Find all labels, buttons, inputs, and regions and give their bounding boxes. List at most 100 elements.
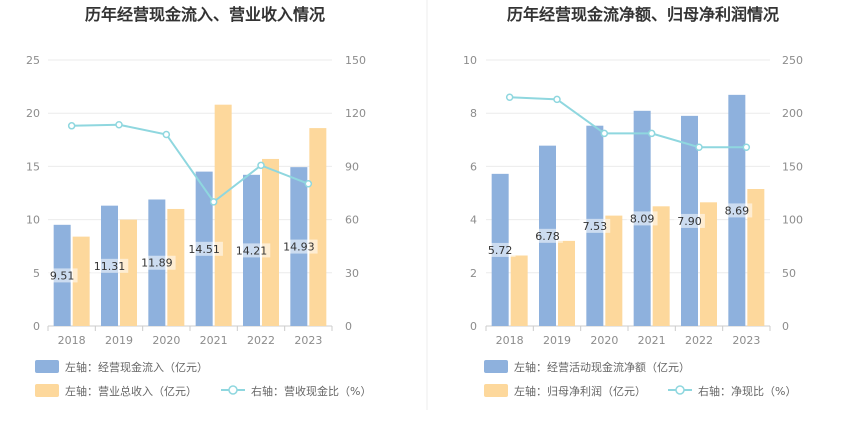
chart-1-title: 历年经营现金流入、营业收入情况 [85,5,325,24]
chart-1-legend-swatch-1 [35,360,59,373]
chart-2-legend-marker-3 [675,385,685,395]
chart-1-right-tick: 60 [345,214,359,227]
chart-2-right-tick: 0 [782,320,789,333]
chart-1-left-tick: 0 [33,320,40,333]
chart-2-data-label-bg [721,203,753,218]
chart-2-x-tick-label: 2019 [543,334,571,347]
chart-2-bar-series2 [700,202,717,326]
chart-2-line-point [742,143,751,151]
chart-2-line-series [509,96,747,149]
chart-2-x-tick-label: 2022 [685,334,713,347]
chart-2-data-label-bg [626,211,658,226]
chart-2-left-tick: 4 [470,214,477,227]
chart-1-legend-label-3: 右轴：营收现金比（%） [251,384,371,398]
chart-1-line-point [257,161,265,170]
chart-1-data-label: 14.93 [283,241,315,254]
chart-1-x-tick-label: 2018 [58,334,86,347]
chart-2-x-tick-label: 2021 [638,334,666,347]
chart-1-data-label-bg [46,268,78,283]
chart-2-left-tick: 0 [470,320,477,333]
chart-2-right-tick: 250 [782,54,803,67]
chart-1-data-label-bg [138,255,176,270]
chart-2-data-label-bg [579,218,611,233]
chart-1-data-label: 14.51 [188,243,220,256]
chart-1-data-label-bg [232,243,271,258]
chart-1-left-tick: 10 [26,214,40,227]
chart-1-bar-series2 [167,208,185,326]
chart-1-data-label: 11.89 [141,257,173,270]
chart-1-data-label-bg [90,258,129,273]
chart-1-right-tick: 0 [345,320,352,333]
chart-1-bar-series2 [214,104,232,326]
chart-2-data-label-bg [532,228,563,243]
chart-2-data-label: 8.09 [630,212,655,225]
chart-2-data-label: 6.78 [535,230,560,243]
chart-1-right-tick: 30 [345,267,359,280]
chart-2-data-label: 7.53 [583,220,608,233]
chart-2-line-point [600,129,609,138]
chart-1-line-point [209,198,218,206]
chart-1-left-tick: 25 [26,54,40,67]
chart-1-data-label: 9.51 [50,269,75,282]
chart-1-legend-swatch-2 [35,384,59,397]
chart-1-bar-series2 [72,236,90,326]
chart-1-line-point [67,122,76,130]
chart-2-data-label-bg [674,213,705,228]
chart-2-line-point [553,95,561,104]
chart-1-right-tick: 90 [345,160,359,173]
chart-1-x-tick-label: 2022 [247,334,275,347]
chart-2-line-point [695,143,703,151]
chart-2-line-point [505,93,514,101]
chart-2-data-label: 5.72 [488,244,513,257]
chart-2-data-label: 8.69 [725,204,750,217]
chart-1-legend-label-1: 左轴：经营现金流入（亿元） [65,360,208,374]
chart-1-legend-marker-3 [228,385,238,395]
chart-2-x-tick-label: 2020 [590,334,618,347]
chart-1-line-point [304,180,313,188]
chart-1-line-series [71,123,309,204]
chart-1-left-tick: 5 [33,267,40,280]
chart-2-data-label-bg [484,242,516,257]
chart-1-data-label: 14.21 [236,244,268,257]
chart-1-line-point [162,130,171,139]
chart-2-legend-swatch-2 [484,384,508,397]
chart-2-right-tick: 100 [782,214,803,227]
chart-2-legend-swatch-1 [484,360,508,373]
chart-2-bar-series2 [747,189,765,326]
chart-1-left-tick: 15 [26,160,40,173]
chart-1-data-label: 11.31 [94,260,126,273]
chart-1-line-point [115,120,123,129]
chart-1-right-tick: 120 [345,107,366,120]
chart-1-bar-series2 [262,158,279,326]
chart-1-x-tick-label: 2019 [105,334,133,347]
chart-1-x-tick-label: 2021 [200,334,228,347]
chart-2-bar-series2 [510,255,528,326]
chart-2-x-tick-label: 2018 [496,334,524,347]
chart-2-bar-series2 [605,215,623,326]
chart-1-x-tick-label: 2023 [294,334,322,347]
chart-1-data-label-bg [185,241,223,256]
chart-1-data-label-bg [280,239,318,254]
chart-1-legend-label-2: 左轴：营业总收入（亿元） [65,384,197,398]
chart-2-left-tick: 6 [470,160,477,173]
chart-2-line-point [647,129,656,138]
chart-2-title: 历年经营现金流净额、归母净利润情况 [507,5,779,24]
chart-2-left-tick: 2 [470,267,477,280]
chart-1-x-tick-label: 2020 [152,334,180,347]
chart-1-bar-series2 [309,128,327,326]
chart-2-legend-label-3: 右轴：净现比（%） [698,384,796,398]
chart-2-legend-label-1: 左轴：经营活动现金流净额（亿元） [514,360,690,374]
chart-2-right-tick: 150 [782,160,803,173]
chart-2-left-tick: 10 [463,54,477,67]
chart-2-left-tick: 8 [470,107,477,120]
chart-2-right-tick: 200 [782,107,803,120]
chart-2-right-tick: 50 [782,267,796,280]
chart-2-bar-series2 [652,206,670,326]
chart-2-data-label: 7.90 [677,215,702,228]
chart-1-left-tick: 20 [26,107,40,120]
chart-1-bar-series2 [120,219,137,326]
chart-2-legend-label-2: 左轴：归母净利润（亿元） [514,384,646,398]
chart-1-right-tick: 150 [345,54,366,67]
